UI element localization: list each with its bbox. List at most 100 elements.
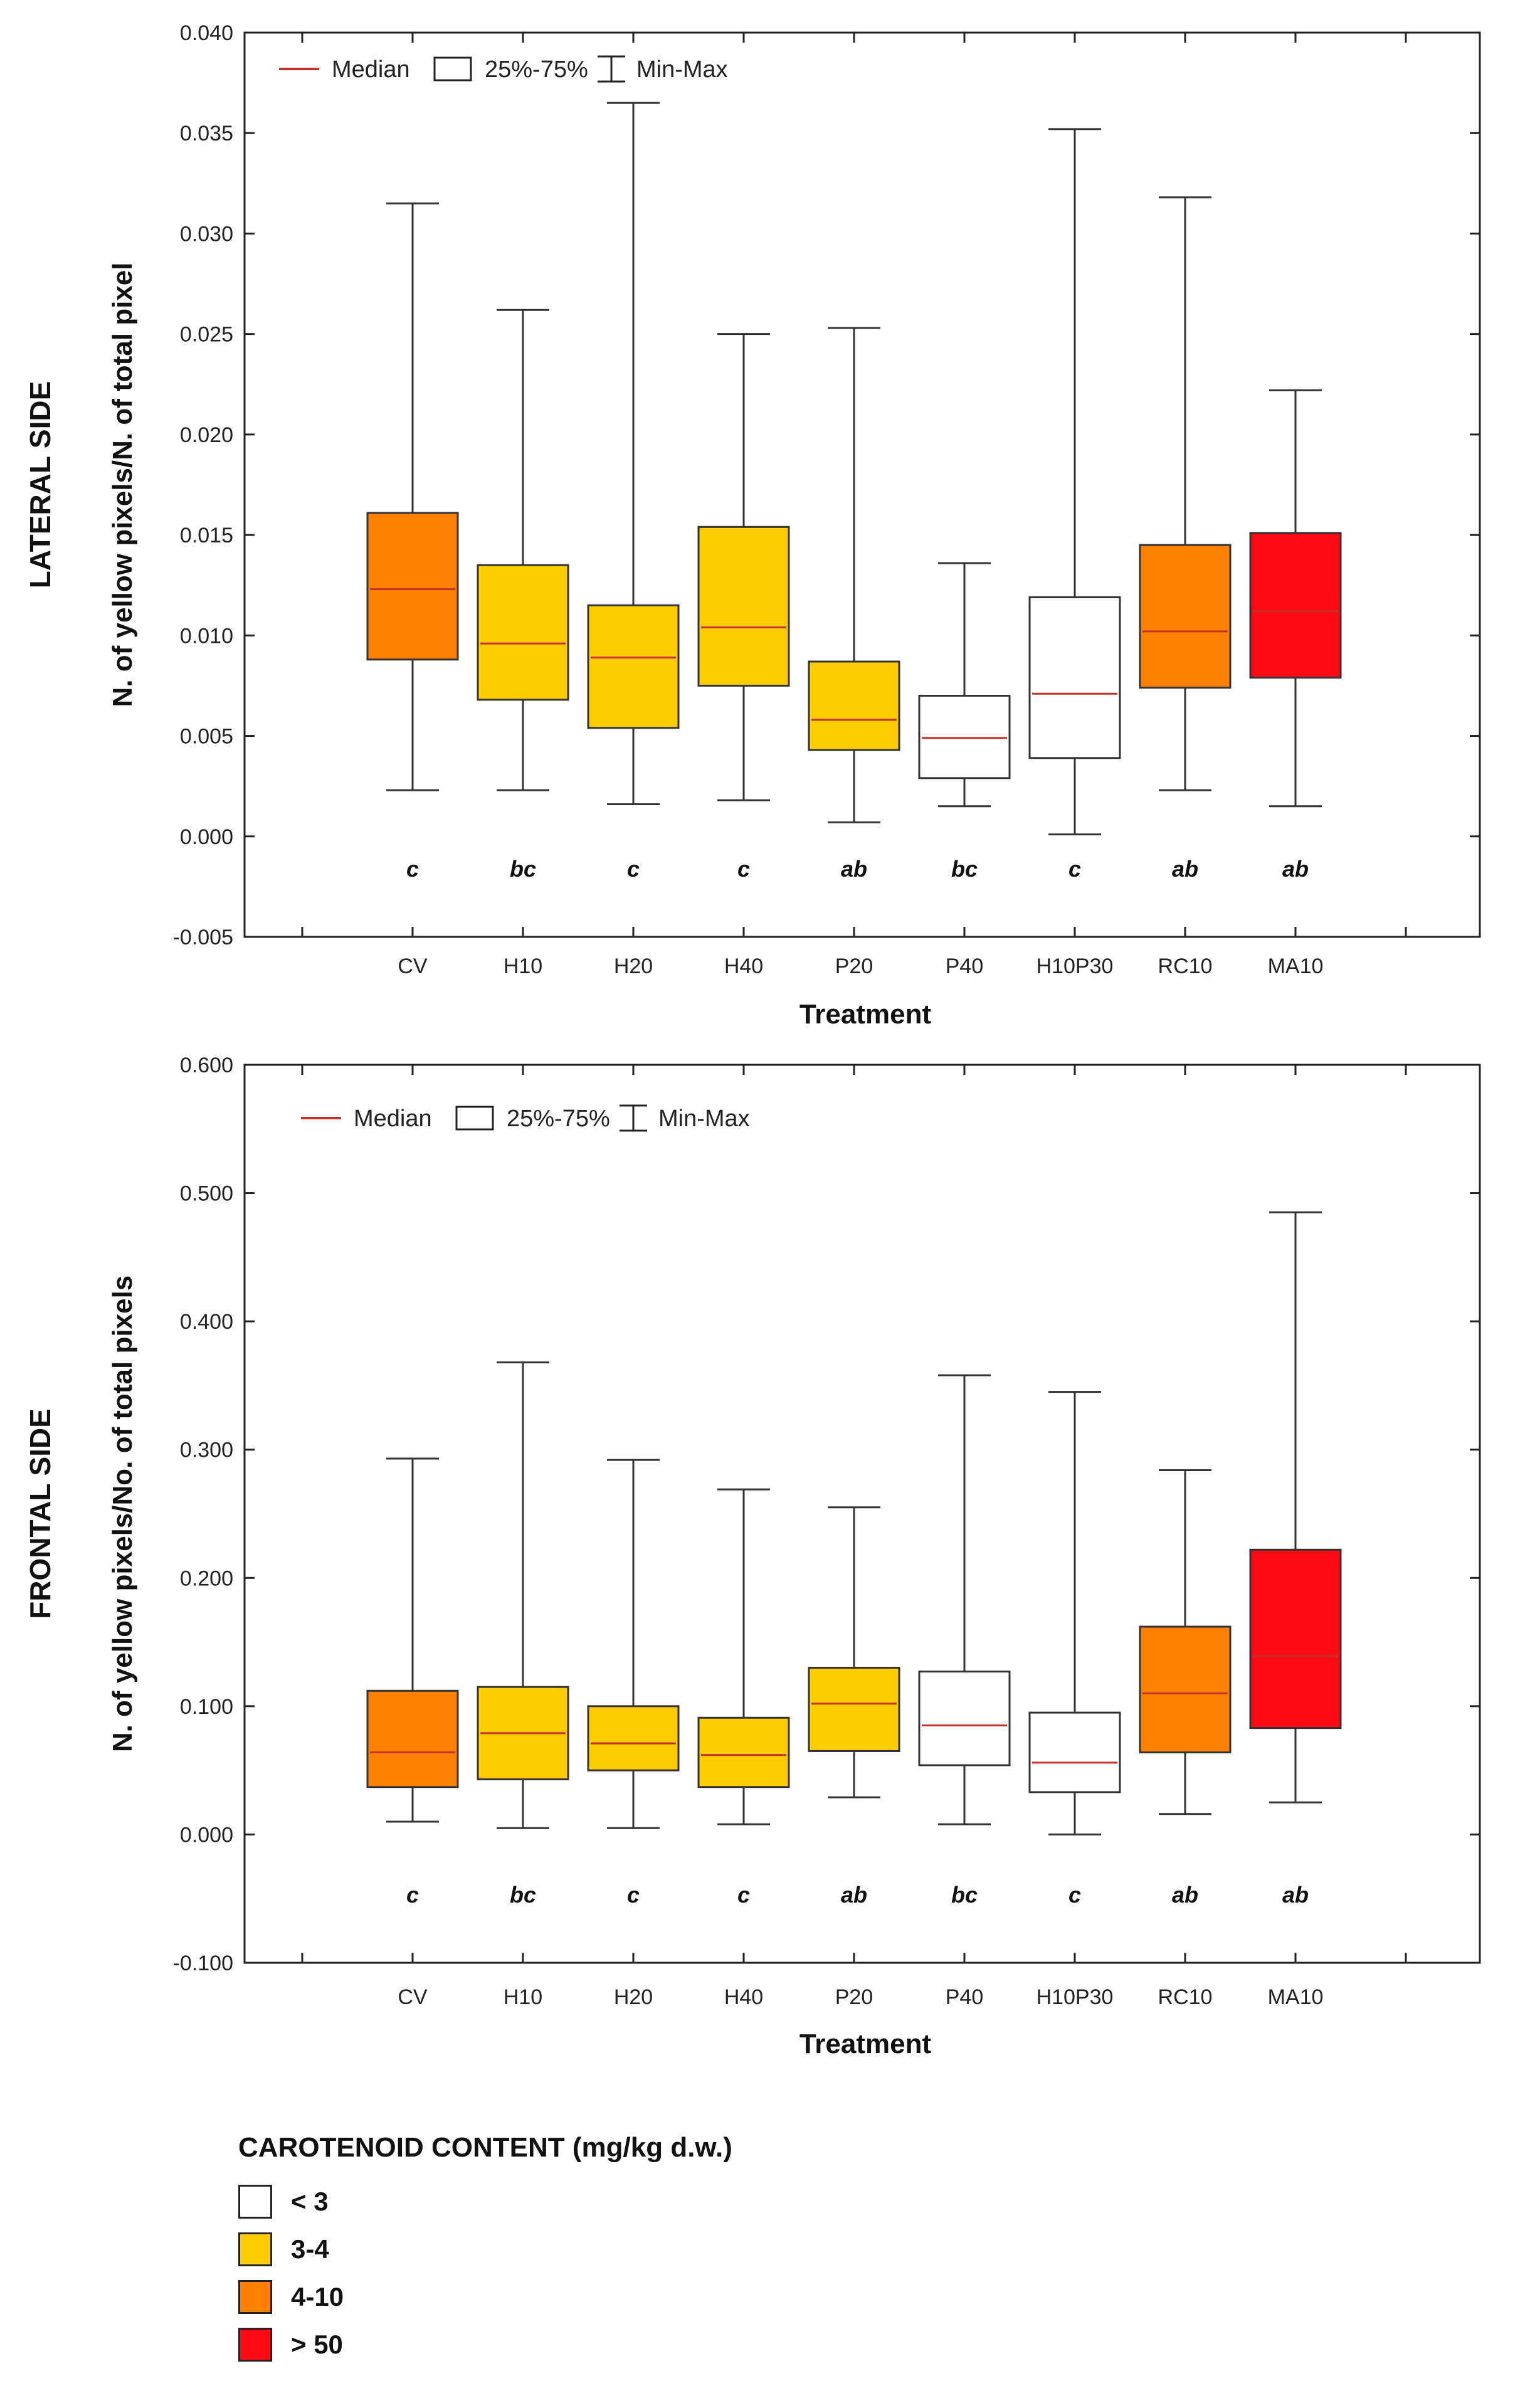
box-h20 bbox=[587, 604, 680, 729]
significance-label: c bbox=[627, 856, 640, 882]
box-rc10 bbox=[1139, 1625, 1232, 1754]
x-tick-label: H20 bbox=[614, 1985, 653, 2009]
box-ma10 bbox=[1249, 1548, 1342, 1729]
box-cv bbox=[366, 1689, 459, 1788]
legend-whisker-label: Min-Max bbox=[636, 56, 728, 83]
y-tick-label: 0.040 bbox=[180, 21, 233, 45]
x-tick-label: H10P30 bbox=[1037, 1985, 1114, 2009]
carotenoid-legend: CAROTENOID CONTENT (mg/kg d.w.) < 3 3-4 … bbox=[238, 2132, 1116, 2395]
y-tick-label: 0.015 bbox=[180, 524, 233, 547]
y-tick-label: -0.005 bbox=[173, 926, 233, 949]
box-p40 bbox=[918, 1671, 1011, 1766]
y-tick-label: 0.200 bbox=[180, 1566, 233, 1590]
box-h10 bbox=[477, 564, 569, 701]
x-axis-title: Treatment bbox=[799, 2029, 932, 2059]
significance-label: ab bbox=[841, 1882, 867, 1908]
significance-label: ab bbox=[1282, 856, 1309, 882]
legend-box-label: 25%-75% bbox=[485, 56, 588, 83]
y-tick-label: 0.030 bbox=[180, 222, 233, 246]
significance-label: c bbox=[1068, 856, 1081, 882]
y-tick-label: 0.000 bbox=[180, 1823, 233, 1847]
y-axis-title: N. of yellow pixels/No. of total pixels bbox=[107, 1275, 138, 1752]
legend-item-3-4: 3-4 bbox=[238, 2230, 1116, 2269]
x-tick-label: CV bbox=[398, 1985, 428, 2009]
significance-label: ab bbox=[1282, 1882, 1309, 1908]
y-tick-label: 0.300 bbox=[180, 1439, 233, 1462]
x-tick-label: H10 bbox=[504, 1985, 542, 2009]
x-tick-label: P20 bbox=[835, 1985, 873, 2009]
x-tick-label: P20 bbox=[835, 954, 873, 978]
significance-label: bc bbox=[951, 856, 978, 882]
box-rc10 bbox=[1139, 544, 1232, 689]
legend-item-lt3: < 3 bbox=[238, 2182, 1116, 2221]
box-p40 bbox=[918, 694, 1011, 779]
x-tick-label: H10P30 bbox=[1037, 954, 1114, 978]
x-axis-title: Treatment bbox=[799, 999, 932, 1030]
legend-label-4-10: 4-10 bbox=[291, 2282, 344, 2311]
y-tick-label: 0.100 bbox=[180, 1695, 233, 1719]
y-tick-label: 0.025 bbox=[180, 323, 233, 347]
legend-swatch-4-10 bbox=[238, 2280, 272, 2314]
significance-label: c bbox=[737, 1882, 750, 1908]
significance-label: bc bbox=[951, 1882, 978, 1908]
significance-label: c bbox=[1068, 1882, 1081, 1908]
significance-label: ab bbox=[1172, 1882, 1198, 1908]
x-tick-label: P40 bbox=[946, 954, 984, 978]
legend-swatch-gt50 bbox=[238, 2328, 272, 2362]
lateral-side-chart: -0.005 0.000 0.005 0.010 0.015 0.020 0.025 0.03… bbox=[24, 21, 1481, 1030]
y-tick-label: 0.010 bbox=[180, 624, 233, 648]
legend-item-gt50: > 50 bbox=[238, 2325, 1116, 2364]
y-tick-label: 0.020 bbox=[180, 423, 233, 447]
box-h10p30 bbox=[1028, 1711, 1121, 1793]
legend-label-3-4: 3-4 bbox=[291, 2234, 329, 2264]
x-tick-label: RC10 bbox=[1158, 954, 1213, 978]
y-tick-label: -0.100 bbox=[173, 1951, 233, 1975]
legend-box-label: 25%-75% bbox=[507, 1106, 610, 1132]
y-tick-label: 0.400 bbox=[180, 1310, 233, 1334]
plot-legend: Median 25%-75% Min-Max bbox=[301, 1104, 750, 1132]
plot-frame bbox=[243, 31, 1481, 938]
legend-box-swatch bbox=[455, 1106, 494, 1131]
y-tick-label: 0.035 bbox=[180, 122, 233, 145]
y-axis-title: N. of yellow pixels/N. of total pixel bbox=[107, 262, 138, 707]
box-p20 bbox=[808, 660, 900, 751]
legend-swatch-3-4 bbox=[238, 2232, 272, 2266]
legend-label-lt3: < 3 bbox=[291, 2187, 329, 2216]
significance-label: ab bbox=[841, 856, 867, 882]
significance-label: c bbox=[406, 856, 419, 882]
significance-label: bc bbox=[510, 856, 536, 882]
y-tick-label: 0.005 bbox=[180, 725, 233, 749]
significance-label: c bbox=[627, 1882, 640, 1908]
significance-label: ab bbox=[1172, 856, 1198, 882]
x-tick-label: H40 bbox=[724, 1985, 763, 2009]
legend-label-gt50: > 50 bbox=[291, 2330, 343, 2359]
legend-item-4-10: 4-10 bbox=[238, 2278, 1116, 2316]
legend-box-swatch bbox=[433, 56, 472, 82]
plot-legend: Median 25%-75% Min-Max bbox=[279, 55, 728, 83]
x-tick-label: H20 bbox=[614, 954, 653, 978]
x-tick-label: RC10 bbox=[1158, 1985, 1213, 2009]
x-tick-label: H10 bbox=[504, 954, 542, 978]
plot-frame bbox=[243, 1064, 1481, 1964]
frontal-side-chart: -0.100 0.000 0.100 0.200 0.300 0.400 0.500 0.60… bbox=[24, 1054, 1481, 2059]
box-ma10 bbox=[1249, 532, 1342, 679]
side-title: LATERAL SIDE bbox=[24, 381, 56, 589]
legend-swatch-lt3 bbox=[238, 2185, 272, 2219]
significance-label: bc bbox=[510, 1882, 536, 1908]
legend-median-label: Median bbox=[354, 1106, 432, 1132]
box-h10p30 bbox=[1028, 596, 1121, 759]
y-tick-label: 0.000 bbox=[180, 825, 233, 849]
x-tick-label: MA10 bbox=[1268, 954, 1324, 978]
box-h20 bbox=[587, 1705, 680, 1772]
legend-median-label: Median bbox=[332, 56, 410, 83]
x-tick-label: MA10 bbox=[1268, 1985, 1324, 2009]
carotenoid-legend-title: CAROTENOID CONTENT (mg/kg d.w.) bbox=[238, 2132, 732, 2163]
side-title: FRONTAL SIDE bbox=[24, 1408, 56, 1619]
y-tick-label: 0.500 bbox=[180, 1182, 233, 1206]
box-p20 bbox=[808, 1666, 900, 1752]
box-h40 bbox=[697, 1716, 790, 1788]
box-cv bbox=[366, 512, 459, 661]
box-h40 bbox=[697, 525, 790, 687]
y-tick-label: 0.600 bbox=[180, 1054, 233, 1077]
